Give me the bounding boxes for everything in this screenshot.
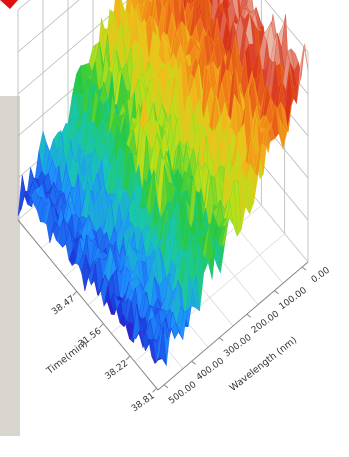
side-panel bbox=[0, 96, 20, 436]
